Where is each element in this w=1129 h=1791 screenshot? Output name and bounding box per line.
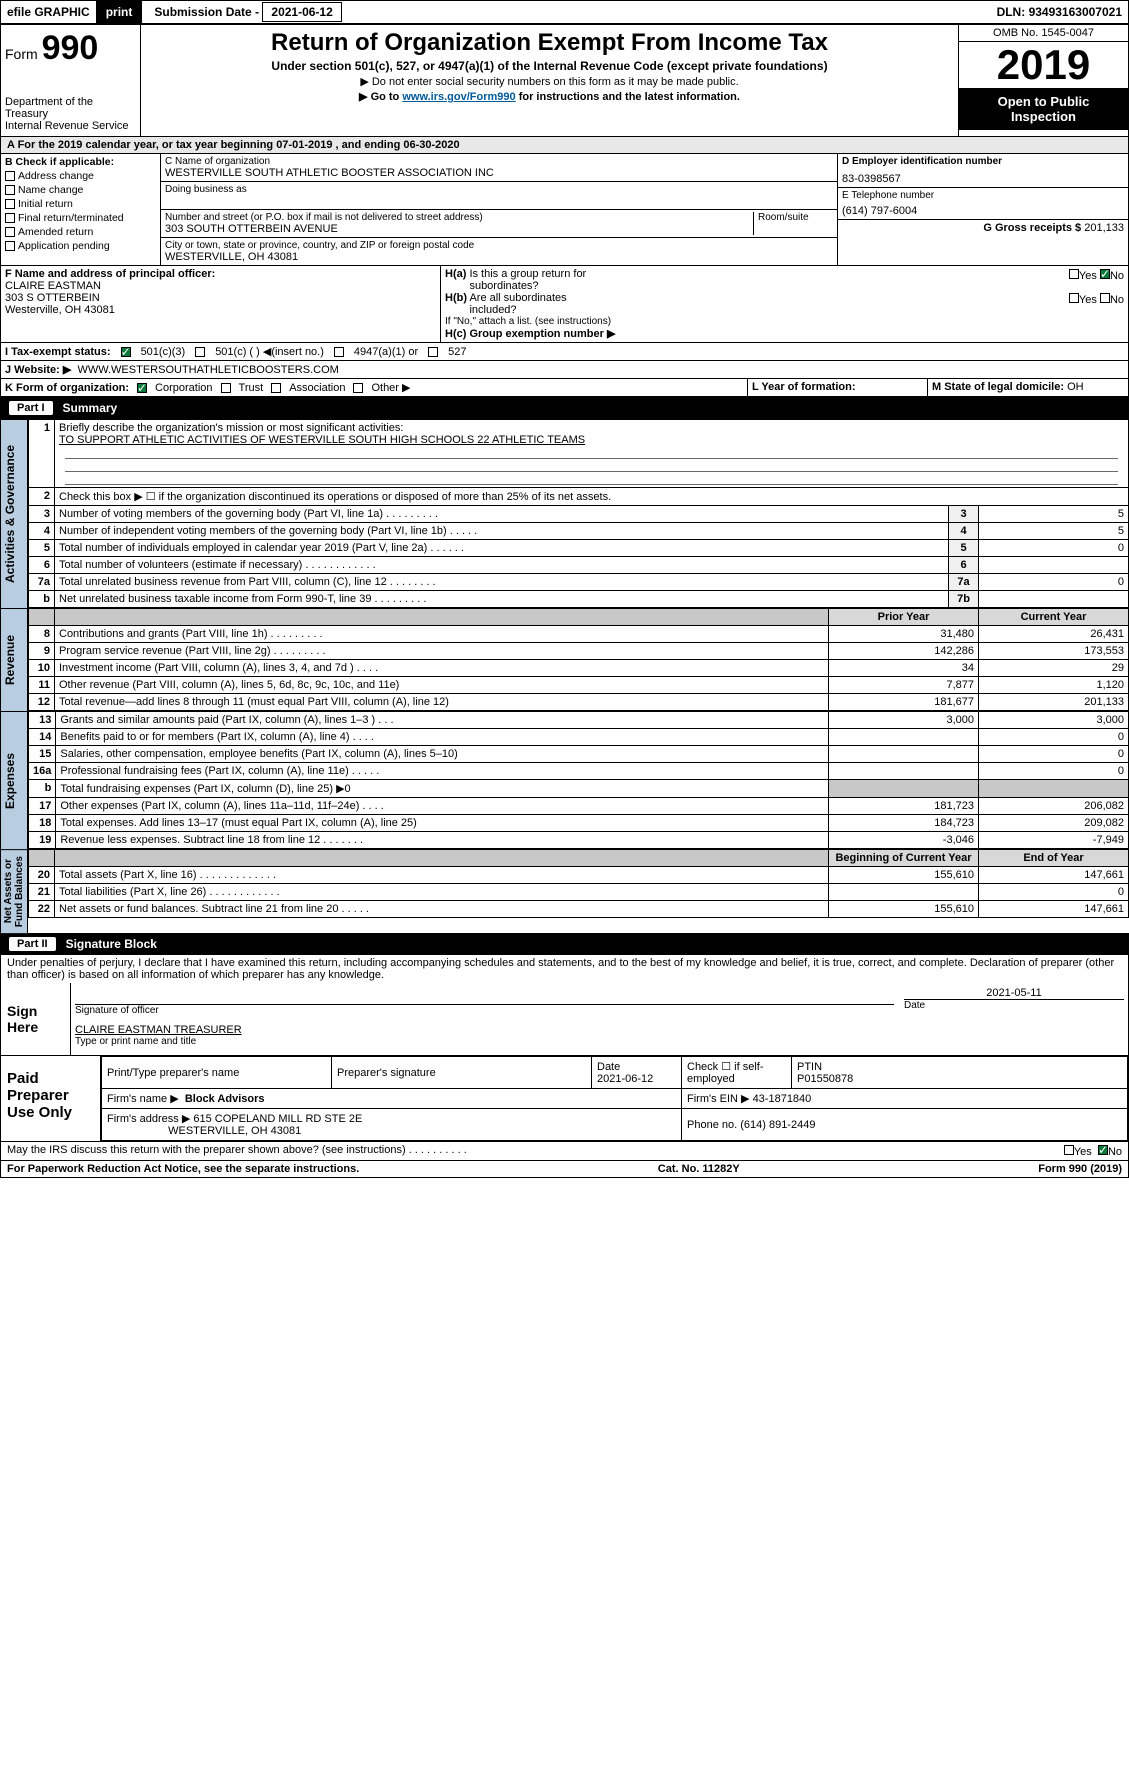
form-header: Form 990 Department of the Treasury Inte… (0, 24, 1129, 137)
expenses-table: 13Grants and similar amounts paid (Part … (28, 711, 1129, 849)
501c-checkbox[interactable] (195, 347, 205, 357)
527-checkbox[interactable] (428, 347, 438, 357)
corp-checkbox[interactable] (137, 383, 147, 393)
firm-address: 615 COPELAND MILL RD STE 2E (193, 1113, 362, 1125)
final-return-checkbox[interactable] (5, 213, 15, 223)
part1-bar: Part I Summary (0, 397, 1129, 419)
netassets-table: Beginning of Current YearEnd of Year 20T… (28, 849, 1129, 918)
expenses-section: Expenses 13Grants and similar amounts pa… (0, 711, 1129, 849)
4947-checkbox[interactable] (334, 347, 344, 357)
discuss-no-checkbox[interactable] (1098, 1145, 1108, 1155)
dept-label: Department of the Treasury Internal Reve… (5, 96, 136, 132)
trust-checkbox[interactable] (221, 383, 231, 393)
section-f: F Name and address of principal officer:… (1, 266, 441, 342)
side-activities: Activities & Governance (0, 419, 28, 608)
dln-label: DLN: 93493163007021 (991, 1, 1128, 23)
subdate-label: Submission Date - 2021-06-12 (148, 1, 347, 23)
print-button[interactable]: print (96, 1, 143, 23)
application-pending-checkbox[interactable] (5, 241, 15, 251)
line3-val: 5 (979, 506, 1129, 523)
form-note-2: ▶ Go to www.irs.gov/Form990 for instruct… (149, 90, 950, 103)
line4-val: 5 (979, 523, 1129, 540)
entity-block: B Check if applicable: Address change Na… (0, 154, 1129, 266)
revenue-table: Prior YearCurrent Year 8Contributions an… (28, 608, 1129, 711)
open-inspection: Open to Public Inspection (959, 88, 1128, 130)
org-city: WESTERVILLE, OH 43081 (165, 251, 833, 263)
section-j: J Website: ▶ WWW.WESTERSOUTHATHLETICBOOS… (0, 361, 1129, 379)
ein: 83-0398567 (842, 173, 1124, 185)
sign-date: 2021-05-11 (904, 987, 1124, 999)
line7a-val: 0 (979, 574, 1129, 591)
initial-return-checkbox[interactable] (5, 199, 15, 209)
line5-val: 0 (979, 540, 1129, 557)
section-i: I Tax-exempt status: 501(c)(3) 501(c) ( … (0, 343, 1129, 361)
netassets-section: Net Assets or Fund Balances Beginning of… (0, 849, 1129, 933)
officer-name: CLAIRE EASTMAN (5, 280, 101, 292)
hb-yes-checkbox[interactable] (1069, 293, 1079, 303)
preparer-block: Paid Preparer Use Only Print/Type prepar… (0, 1056, 1129, 1142)
telephone: (614) 797-6004 (842, 205, 1124, 217)
org-address: 303 SOUTH OTTERBEIN AVENUE (165, 223, 753, 235)
form-title: Return of Organization Exempt From Incom… (149, 29, 950, 57)
section-c: C Name of organization WESTERVILLE SOUTH… (161, 154, 838, 265)
side-netassets: Net Assets or Fund Balances (0, 849, 28, 933)
line6-val (979, 557, 1129, 574)
name-change-checkbox[interactable] (5, 185, 15, 195)
amended-return-checkbox[interactable] (5, 227, 15, 237)
activities-governance-section: Activities & Governance 1 Briefly descri… (0, 419, 1129, 608)
discuss-yes-checkbox[interactable] (1064, 1145, 1074, 1155)
section-b: B Check if applicable: Address change Na… (1, 154, 161, 265)
form990-link[interactable]: www.irs.gov/Form990 (402, 91, 515, 103)
tax-year: 2019 (959, 42, 1128, 88)
efile-label: efile GRAPHIC (1, 1, 96, 23)
section-h: H(a) Is this a group return for subordin… (441, 266, 1128, 342)
side-revenue: Revenue (0, 608, 28, 711)
website: WWW.WESTERSOUTHATHLETICBOOSTERS.COM (77, 364, 338, 376)
topbar: efile GRAPHIC print Submission Date - 20… (0, 0, 1129, 24)
footer-row: For Paperwork Reduction Act Notice, see … (0, 1161, 1129, 1178)
firm-ein: 43-1871840 (753, 1093, 812, 1105)
domicile-state: OH (1067, 381, 1084, 393)
501c3-checkbox[interactable] (121, 347, 131, 357)
other-checkbox[interactable] (353, 383, 363, 393)
officer-block: F Name and address of principal officer:… (0, 266, 1129, 343)
form-note-1: ▶ Do not enter social security numbers o… (149, 75, 950, 88)
prep-date: 2021-06-12 (597, 1073, 653, 1085)
section-klm: K Form of organization: Corporation Trus… (0, 379, 1129, 397)
side-expenses: Expenses (0, 711, 28, 849)
form-number: Form 990 (5, 29, 136, 68)
ha-yes-checkbox[interactable] (1069, 269, 1079, 279)
address-change-checkbox[interactable] (5, 171, 15, 181)
period-row: A For the 2019 calendar year, or tax yea… (0, 137, 1129, 154)
ag-table: 1 Briefly describe the organization's mi… (28, 419, 1129, 608)
gross-receipts: 201,133 (1084, 222, 1124, 234)
org-name: WESTERVILLE SOUTH ATHLETIC BOOSTER ASSOC… (165, 167, 833, 179)
ptin: P01550878 (797, 1073, 853, 1085)
omb-number: OMB No. 1545-0047 (959, 25, 1128, 42)
firm-name: Block Advisors (185, 1093, 265, 1105)
revenue-section: Revenue Prior YearCurrent Year 8Contribu… (0, 608, 1129, 711)
assoc-checkbox[interactable] (271, 383, 281, 393)
sign-block: Sign Here Signature of officer 2021-05-1… (0, 983, 1129, 1056)
form-subtitle: Under section 501(c), 527, or 4947(a)(1)… (149, 59, 950, 73)
officer-typed-name: CLAIRE EASTMAN TREASURER (75, 1024, 1124, 1036)
mission-text: TO SUPPORT ATHLETIC ACTIVITIES OF WESTER… (59, 434, 585, 446)
line7b-val (979, 591, 1129, 608)
ha-no-checkbox[interactable] (1100, 269, 1110, 279)
perjury-text: Under penalties of perjury, I declare th… (0, 955, 1129, 983)
discuss-row: May the IRS discuss this return with the… (0, 1142, 1129, 1161)
firm-phone: (614) 891-2449 (740, 1119, 815, 1131)
part2-bar: Part II Signature Block (0, 933, 1129, 955)
right-col: D Employer identification number 83-0398… (838, 154, 1128, 265)
hb-no-checkbox[interactable] (1100, 293, 1110, 303)
